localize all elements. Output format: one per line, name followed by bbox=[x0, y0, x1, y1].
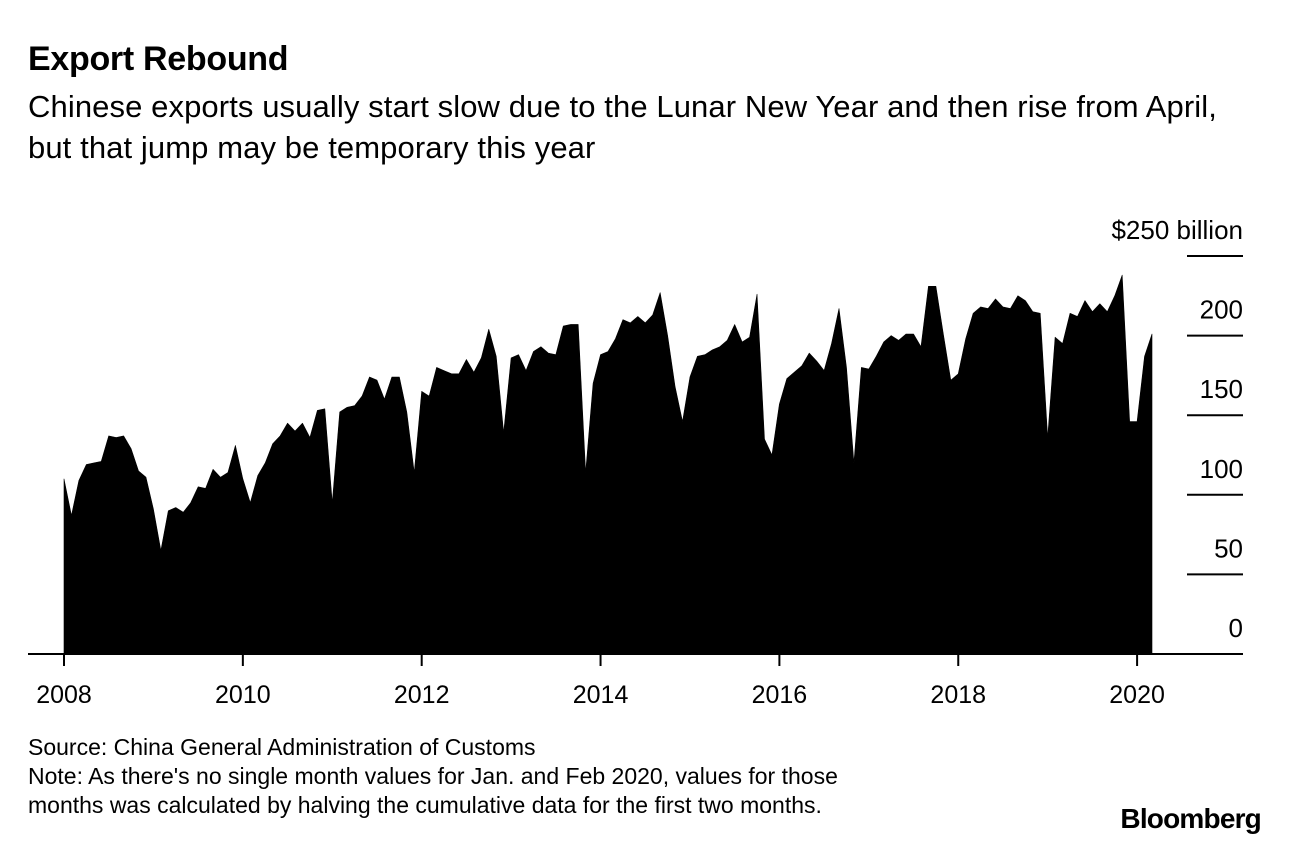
x-axis-ticks bbox=[63, 654, 1139, 666]
x-tick-label: 2010 bbox=[215, 681, 271, 709]
y-tick-label: 0 bbox=[1229, 613, 1243, 643]
x-tick-label: 2014 bbox=[573, 681, 629, 709]
bloomberg-logo: Bloomberg bbox=[1120, 803, 1261, 834]
note-line-2: months was calculated by halving the cum… bbox=[28, 792, 822, 818]
x-tick-label: 2020 bbox=[1109, 681, 1165, 709]
x-tick-label: 2018 bbox=[930, 681, 986, 709]
chart-subtitle: Chinese exports usually start slow due t… bbox=[28, 89, 1217, 165]
chart-title: Export Rebound bbox=[28, 40, 289, 78]
note-line-1: Note: As there's no single month values … bbox=[28, 763, 838, 789]
y-tick-label: 150 bbox=[1200, 374, 1243, 404]
x-tick-label: 2008 bbox=[36, 681, 92, 709]
y-axis-gridlines bbox=[1187, 255, 1243, 576]
y-tick-label: $250 billion bbox=[1111, 215, 1243, 245]
x-tick-label: 2016 bbox=[752, 681, 808, 709]
y-tick-label: 50 bbox=[1214, 533, 1243, 563]
exports-area bbox=[63, 274, 1153, 655]
y-tick-label: 200 bbox=[1200, 295, 1243, 325]
chart-footer: Source: China General Administration of … bbox=[28, 733, 1068, 820]
y-axis-labels: 0 50 100 150 200 $250 billion bbox=[1111, 215, 1243, 643]
x-tick-label: 2012 bbox=[394, 681, 450, 709]
x-axis-labels: 2008 2010 2012 2014 2016 2018 2020 bbox=[36, 681, 1165, 709]
y-tick-label: 100 bbox=[1200, 454, 1243, 484]
source-note: Source: China General Administration of … bbox=[28, 734, 536, 760]
area-series-layer bbox=[63, 274, 1153, 655]
